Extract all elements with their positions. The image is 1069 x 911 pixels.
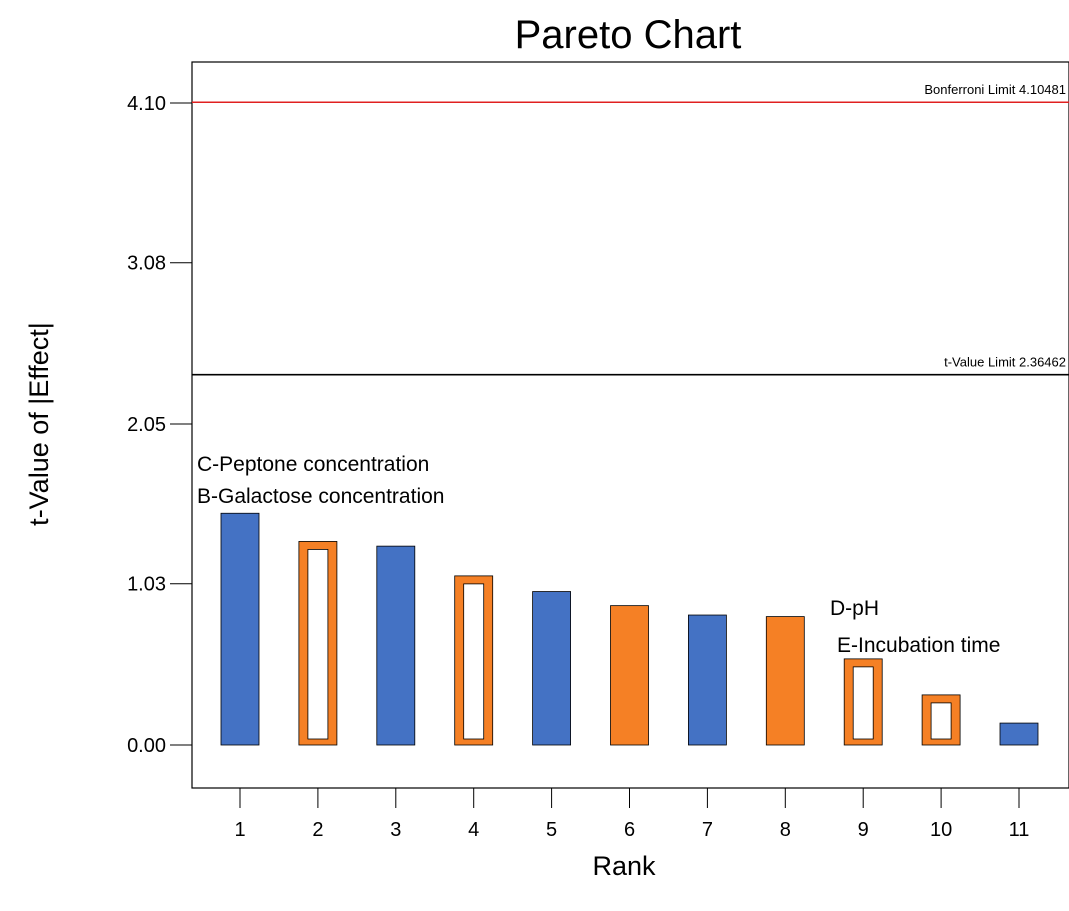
x-tick-label-11: 11: [1009, 819, 1030, 841]
bar-rank-3: [376, 545, 416, 746]
bar-rank-5: [532, 591, 571, 746]
annotation-b-galactose: B-Galactose concentration: [197, 485, 444, 508]
x-tick-label-6: 6: [624, 819, 635, 841]
plot-frame: [191, 61, 1069, 789]
bar-rank-6: [610, 605, 649, 746]
chart-title: Pareto Chart: [515, 13, 742, 57]
y-tick-label-1: 1.03: [127, 574, 166, 596]
x-tick-label-1: 1: [234, 819, 245, 841]
y-tick-label-2: 2.05: [127, 414, 166, 436]
x-tick-label-8: 8: [780, 819, 791, 841]
annotation-e-incubation: E-Incubation time: [837, 634, 1000, 657]
bar-rank-1: [220, 512, 260, 746]
limit-label-1: t-Value Limit 2.36462: [944, 355, 1066, 370]
y-tick-label-4: 4.10: [127, 93, 166, 115]
bar-rank-4-inner: [463, 583, 485, 740]
bar-rank-7: [688, 614, 727, 746]
x-tick-label-3: 3: [390, 819, 401, 841]
annotation-d-ph: D-pH: [830, 597, 879, 620]
limit-label-0: Bonferroni Limit 4.10481: [924, 82, 1066, 97]
bar-rank-2-inner: [307, 549, 329, 740]
x-tick-label-2: 2: [312, 819, 323, 841]
bar-rank-9-inner: [852, 666, 874, 740]
x-tick-label-7: 7: [702, 819, 713, 841]
annotation-c-peptone: C-Peptone concentration: [197, 453, 429, 476]
x-tick-label-9: 9: [858, 819, 869, 841]
x-tick-label-10: 10: [930, 819, 952, 841]
bar-rank-10-inner: [930, 702, 952, 740]
bar-rank-8: [765, 616, 805, 746]
x-axis-label: Rank: [592, 851, 656, 881]
x-tick-label-5: 5: [546, 819, 557, 841]
y-tick-label-3: 3.08: [127, 253, 166, 275]
y-tick-label-0: 0.00: [127, 735, 166, 757]
bar-rank-11: [999, 722, 1039, 746]
x-tick-label-4: 4: [468, 819, 479, 841]
y-axis-label: t-Value of |Effect|: [24, 322, 54, 526]
